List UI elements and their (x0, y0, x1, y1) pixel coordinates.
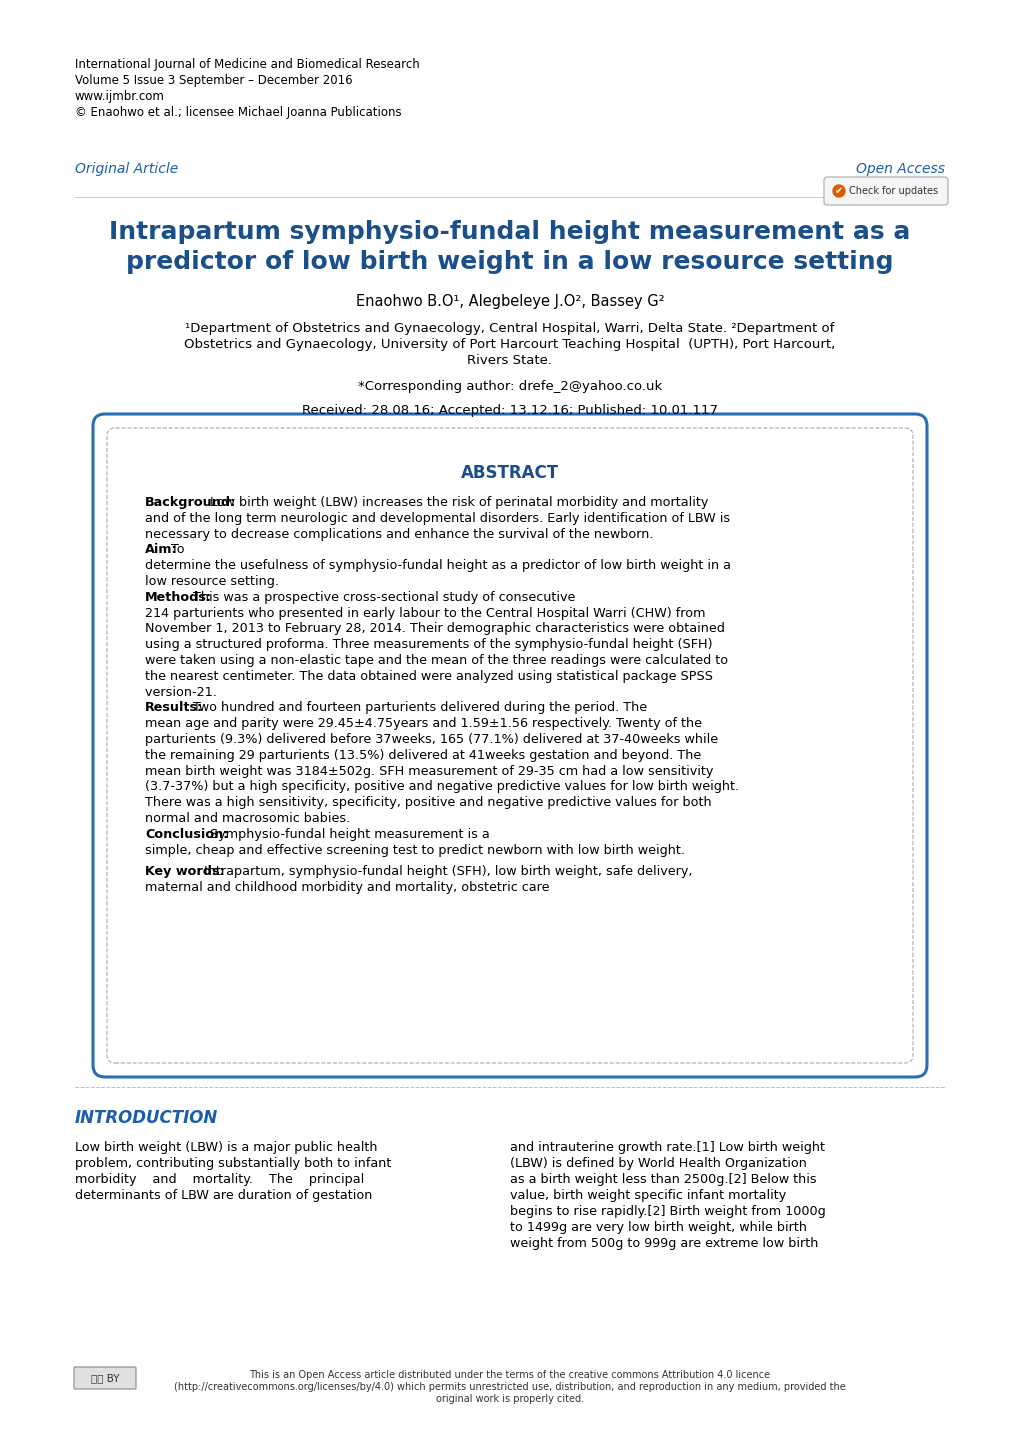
Text: were taken using a non-elastic tape and the mean of the three readings were calc: were taken using a non-elastic tape and … (145, 654, 728, 667)
Text: maternal and childhood morbidity and mortality, obstetric care: maternal and childhood morbidity and mor… (145, 882, 549, 895)
Text: mean age and parity were 29.45±4.75years and 1.59±1.56 respectively. Twenty of t: mean age and parity were 29.45±4.75years… (145, 717, 701, 730)
Text: Obstetrics and Gynaecology, University of Port Harcourt Teaching Hospital  (UPTH: Obstetrics and Gynaecology, University o… (184, 338, 835, 351)
Text: International Journal of Medicine and Biomedical Research: International Journal of Medicine and Bi… (75, 58, 420, 71)
Text: predictor of low birth weight in a low resource setting: predictor of low birth weight in a low r… (126, 250, 893, 274)
Text: value, birth weight specific infant mortality: value, birth weight specific infant mort… (510, 1189, 786, 1202)
Text: INTRODUCTION: INTRODUCTION (75, 1110, 218, 1127)
Text: ¹Department of Obstetrics and Gynaecology, Central Hospital, Warri, Delta State.: ¹Department of Obstetrics and Gynaecolog… (185, 322, 834, 335)
Text: and intrauterine growth rate.[1] Low birth weight: and intrauterine growth rate.[1] Low bir… (510, 1141, 824, 1154)
Text: ✔: ✔ (835, 186, 843, 196)
Text: ABSTRACT: ABSTRACT (461, 465, 558, 482)
Text: morbidity    and    mortality.    The    principal: morbidity and mortality. The principal (75, 1173, 364, 1186)
Text: Results:: Results: (145, 701, 203, 714)
Text: Original Article: Original Article (75, 162, 178, 176)
Text: Intrapartum symphysio-fundal height measurement as a: Intrapartum symphysio-fundal height meas… (109, 219, 910, 244)
Text: Aim:: Aim: (145, 544, 177, 557)
Text: Low birth weight (LBW) increases the risk of perinatal morbidity and mortality: Low birth weight (LBW) increases the ris… (206, 496, 708, 509)
Text: determinants of LBW are duration of gestation: determinants of LBW are duration of gest… (75, 1189, 372, 1202)
Text: (http://creativecommons.org/licenses/by/4.0) which permits unrestricted use, dis: (http://creativecommons.org/licenses/by/… (174, 1382, 845, 1392)
Text: weight from 500g to 999g are extreme low birth: weight from 500g to 999g are extreme low… (510, 1237, 817, 1250)
Text: © Enaohwo et al.; licensee Michael Joanna Publications: © Enaohwo et al.; licensee Michael Joann… (75, 105, 401, 118)
Text: Methods:: Methods: (145, 590, 212, 603)
Text: (3.7-37%) but a high specificity, positive and negative predictive values for lo: (3.7-37%) but a high specificity, positi… (145, 781, 739, 794)
Text: Open Access: Open Access (855, 162, 944, 176)
Text: There was a high sensitivity, specificity, positive and negative predictive valu: There was a high sensitivity, specificit… (145, 797, 711, 810)
Text: (LBW) is defined by World Health Organization: (LBW) is defined by World Health Organiz… (510, 1157, 806, 1170)
Text: necessary to decrease complications and enhance the survival of the newborn.: necessary to decrease complications and … (145, 528, 657, 541)
Circle shape (833, 185, 844, 198)
FancyBboxPatch shape (74, 1367, 136, 1390)
Text: www.ijmbr.com: www.ijmbr.com (75, 89, 165, 102)
Text: Volume 5 Issue 3 September – December 2016: Volume 5 Issue 3 September – December 20… (75, 74, 353, 87)
Text: the remaining 29 parturients (13.5%) delivered at 41weeks gestation and beyond. : the remaining 29 parturients (13.5%) del… (145, 749, 701, 762)
Text: Check for updates: Check for updates (848, 186, 937, 196)
Text: version-21.: version-21. (145, 685, 221, 698)
Text: determine the usefulness of symphysio-fundal height as a predictor of low birth : determine the usefulness of symphysio-fu… (145, 560, 731, 573)
Text: November 1, 2013 to February 28, 2014. Their demographic characteristics were ob: November 1, 2013 to February 28, 2014. T… (145, 622, 725, 635)
Text: Key words:: Key words: (145, 866, 224, 879)
FancyBboxPatch shape (93, 414, 926, 1076)
Text: To: To (167, 544, 184, 557)
Text: as a birth weight less than 2500g.[2] Below this: as a birth weight less than 2500g.[2] Be… (510, 1173, 816, 1186)
Text: to 1499g are very low birth weight, while birth: to 1499g are very low birth weight, whil… (510, 1221, 806, 1234)
Text: Low birth weight (LBW) is a major public health: Low birth weight (LBW) is a major public… (75, 1141, 377, 1154)
Text: Symphysio-fundal height measurement is a: Symphysio-fundal height measurement is a (206, 828, 489, 841)
Text: the nearest centimeter. The data obtained were analyzed using statistical packag: the nearest centimeter. The data obtaine… (145, 670, 712, 683)
Text: parturients (9.3%) delivered before 37weeks, 165 (77.1%) delivered at 37-40weeks: parturients (9.3%) delivered before 37we… (145, 733, 717, 746)
Text: Background:: Background: (145, 496, 236, 509)
Text: low resource setting.: low resource setting. (145, 574, 282, 587)
Text: ⒸⒶ BY: ⒸⒶ BY (91, 1372, 119, 1382)
Text: This was a prospective cross-sectional study of consecutive: This was a prospective cross-sectional s… (190, 590, 575, 603)
Text: Intrapartum, symphysio-fundal height (SFH), low birth weight, safe delivery,: Intrapartum, symphysio-fundal height (SF… (201, 866, 692, 879)
Text: 214 parturients who presented in early labour to the Central Hospital Warri (CHW: 214 parturients who presented in early l… (145, 606, 705, 619)
Text: This is an Open Access article distributed under the terms of the creative commo: This is an Open Access article distribut… (250, 1369, 769, 1380)
Text: Two hundred and fourteen parturients delivered during the period. The: Two hundred and fourteen parturients del… (190, 701, 647, 714)
Text: *Corresponding author: drefe_2@yahoo.co.uk: *Corresponding author: drefe_2@yahoo.co.… (358, 380, 661, 392)
Text: simple, cheap and effective screening test to predict newborn with low birth wei: simple, cheap and effective screening te… (145, 844, 685, 857)
Text: Received: 28.08.16; Accepted: 13.12.16; Published: 10.01.117: Received: 28.08.16; Accepted: 13.12.16; … (302, 404, 717, 417)
Text: Rivers State.: Rivers State. (467, 354, 552, 367)
Text: Conclusion:: Conclusion: (145, 828, 228, 841)
Text: mean birth weight was 3184±502g. SFH measurement of 29-35 cm had a low sensitivi: mean birth weight was 3184±502g. SFH mea… (145, 765, 712, 778)
Text: normal and macrosomic babies.: normal and macrosomic babies. (145, 812, 354, 825)
FancyBboxPatch shape (823, 177, 947, 205)
Text: begins to rise rapidly.[2] Birth weight from 1000g: begins to rise rapidly.[2] Birth weight … (510, 1205, 825, 1218)
Text: original work is properly cited.: original work is properly cited. (435, 1394, 584, 1404)
Text: using a structured proforma. Three measurements of the symphysio-fundal height (: using a structured proforma. Three measu… (145, 638, 712, 651)
Text: and of the long term neurologic and developmental disorders. Early identificatio: and of the long term neurologic and deve… (145, 512, 730, 525)
Text: Enaohwo B.O¹, Alegbeleye J.O², Bassey G²: Enaohwo B.O¹, Alegbeleye J.O², Bassey G² (356, 294, 663, 309)
Text: problem, contributing substantially both to infant: problem, contributing substantially both… (75, 1157, 391, 1170)
